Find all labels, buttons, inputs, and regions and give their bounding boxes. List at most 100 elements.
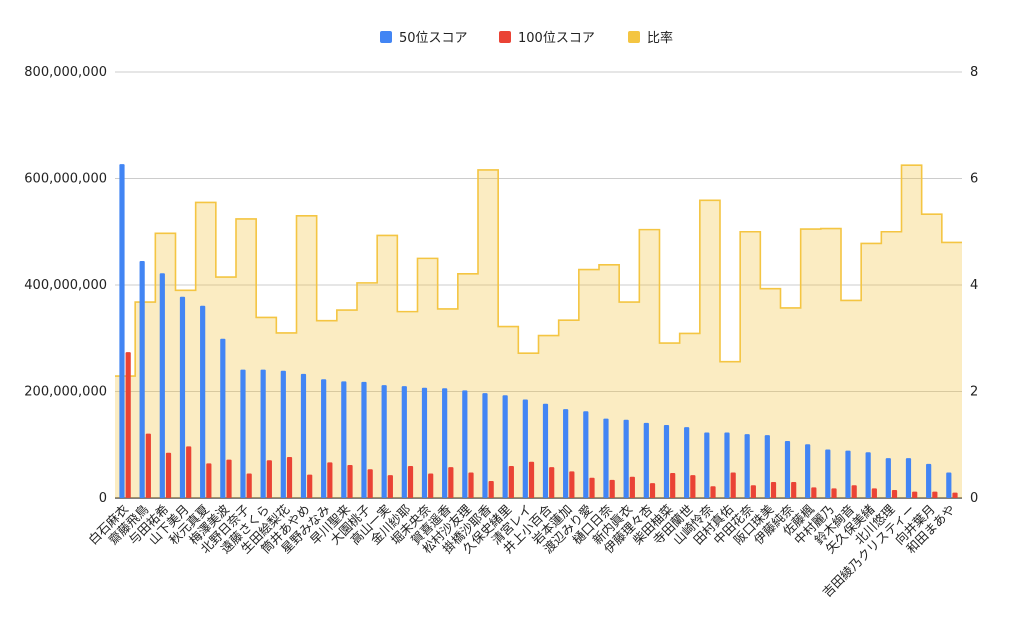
bar-100 (347, 464, 353, 498)
bar-100 (307, 474, 313, 498)
ratio-area-series (115, 164, 962, 498)
bar-100 (508, 466, 514, 498)
bar-50 (825, 449, 831, 498)
bar-100 (629, 476, 635, 498)
bar-50 (704, 432, 710, 498)
bar-100 (952, 492, 958, 498)
bar-100 (932, 491, 938, 498)
bar-50 (381, 385, 387, 498)
bar-50 (341, 381, 347, 498)
bar-100 (690, 475, 696, 498)
bar-50 (260, 369, 266, 498)
bar-50 (946, 472, 952, 498)
bar-100 (569, 471, 575, 498)
y-right-tick-label: 0 (970, 491, 978, 506)
bar-50 (522, 399, 528, 498)
bar-50 (200, 305, 206, 498)
bar-100 (770, 482, 777, 498)
bar-50 (784, 441, 791, 498)
y-left-tick-label: 400,000,000 (24, 278, 107, 293)
bar-100 (165, 452, 172, 498)
bar-50 (179, 296, 186, 498)
legend-label[interactable]: 50位スコア (399, 31, 468, 46)
bar-50 (563, 409, 569, 498)
bar-50 (442, 388, 448, 498)
y-left-tick-label: 200,000,000 (24, 385, 107, 400)
bar-100 (206, 463, 212, 498)
bar-100 (125, 352, 131, 498)
bar-50 (764, 435, 770, 498)
bar-100 (246, 473, 252, 498)
bar-50 (139, 261, 145, 498)
y-right-tick-label: 8 (970, 65, 978, 80)
legend-swatch[interactable] (499, 31, 511, 43)
ratio-area-fill (115, 165, 962, 498)
bar-100 (811, 487, 817, 498)
bar-100 (710, 486, 716, 498)
bar-100 (327, 462, 333, 498)
y-left-tick-label: 0 (99, 491, 107, 506)
bar-100 (266, 460, 272, 498)
bar-100 (871, 488, 877, 498)
bar-50 (462, 390, 468, 498)
bar-50 (805, 444, 811, 498)
bar-50 (401, 386, 407, 498)
y-left-tick-label: 800,000,000 (24, 65, 107, 80)
legend-swatch[interactable] (380, 31, 392, 43)
bar-100 (186, 446, 192, 498)
y-right-tick-label: 2 (970, 385, 978, 400)
bar-50 (865, 452, 871, 498)
bar-50 (885, 458, 891, 498)
bar-100 (851, 485, 857, 498)
bar-100 (387, 475, 393, 498)
bar-50 (905, 458, 912, 498)
bar-100 (226, 459, 232, 498)
bar-100 (750, 485, 756, 498)
bar-100 (286, 456, 293, 498)
bar-50 (482, 393, 488, 498)
bar-100 (549, 467, 555, 498)
bar-100 (891, 490, 898, 498)
bar-100 (831, 488, 837, 498)
bar-100 (730, 472, 736, 498)
bar-50 (119, 164, 125, 498)
bar-50 (300, 373, 307, 498)
y-right-tick-label: 4 (970, 278, 978, 293)
bar-50 (845, 450, 851, 498)
bar-100 (609, 479, 615, 498)
bar-50 (643, 422, 649, 498)
bar-50 (744, 434, 750, 498)
bar-50 (321, 379, 327, 498)
bar-100 (448, 467, 454, 498)
bar-50 (583, 411, 589, 498)
bar-100 (145, 433, 151, 498)
legend[interactable]: 50位スコア 100位スコア 比率 (380, 30, 673, 46)
bar-50 (502, 395, 508, 498)
bar-100 (791, 482, 797, 498)
bar-50 (240, 369, 246, 498)
bar-100 (670, 472, 676, 498)
bar-50 (280, 370, 286, 498)
bar-50 (926, 463, 932, 498)
bar-100 (649, 483, 656, 498)
bar-50 (542, 403, 549, 498)
legend-label[interactable]: 比率 (647, 30, 673, 46)
bar-100 (488, 480, 494, 498)
legend-label[interactable]: 100位スコア (518, 31, 595, 46)
bar-100 (589, 477, 595, 498)
bar-50 (220, 338, 226, 498)
bar-100 (528, 461, 535, 498)
bar-50 (724, 432, 730, 498)
bar-50 (663, 425, 670, 498)
bar-100 (407, 466, 414, 498)
bar-100 (367, 469, 373, 498)
bar-50 (421, 387, 428, 498)
legend-swatch[interactable] (628, 31, 640, 43)
bar-50 (361, 381, 367, 498)
bar-50 (159, 273, 165, 498)
y-left-tick-label: 600,000,000 (24, 172, 107, 187)
bar-50 (623, 419, 629, 498)
bar-50 (603, 418, 609, 498)
